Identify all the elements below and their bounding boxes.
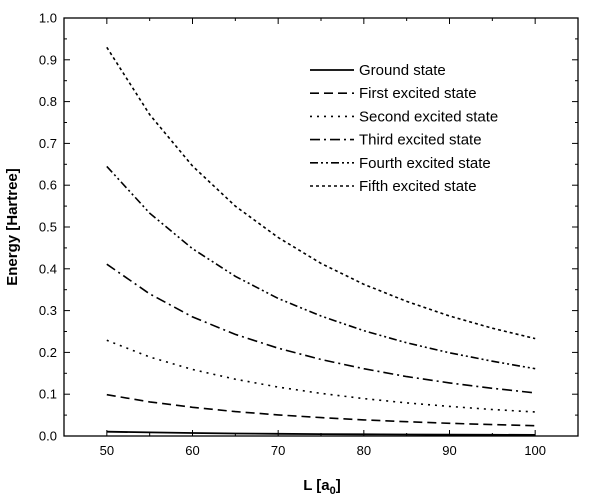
legend-label-2: First excited state — [359, 85, 477, 102]
x-axis-title: L [a0] — [303, 477, 341, 497]
x-tick-label: 50 — [100, 443, 114, 458]
y-tick-label: 0.2 — [39, 345, 57, 360]
legend-label-6: Fifth excited state — [359, 178, 477, 195]
y-tick-label: 0.0 — [39, 429, 57, 444]
y-tick-label: 0.1 — [39, 387, 57, 402]
legend-label-3: Second excited state — [359, 108, 498, 125]
y-tick-label: 0.5 — [39, 220, 57, 235]
x-tick-label: 70 — [271, 443, 285, 458]
y-tick-label: 0.6 — [39, 178, 57, 193]
y-tick-label: 0.7 — [39, 136, 57, 151]
series-line-4 — [106, 263, 536, 394]
plot-frame — [63, 17, 579, 437]
x-tick-label: 60 — [185, 443, 199, 458]
series-line-1 — [106, 430, 536, 436]
legend-label-1: Ground state — [359, 62, 446, 79]
legend-label-5: Fourth excited state — [359, 155, 491, 172]
y-axis-title: Energy [Hartree] — [4, 168, 21, 286]
y-tick-label: 0.3 — [39, 303, 57, 318]
x-tick-label: 80 — [357, 443, 371, 458]
series-line-3 — [106, 339, 536, 413]
y-tick-label: 1.0 — [39, 11, 57, 26]
y-tick-label: 0.9 — [39, 52, 57, 67]
x-tick-label: 100 — [524, 443, 546, 458]
y-tick-label: 0.4 — [39, 261, 57, 276]
y-tick-label: 0.8 — [39, 94, 57, 109]
legend-label-4: Third excited state — [359, 132, 482, 149]
series-line-6 — [106, 46, 536, 340]
series-line-2 — [106, 393, 536, 427]
x-tick-label: 90 — [442, 443, 456, 458]
series-line-5 — [106, 165, 536, 370]
